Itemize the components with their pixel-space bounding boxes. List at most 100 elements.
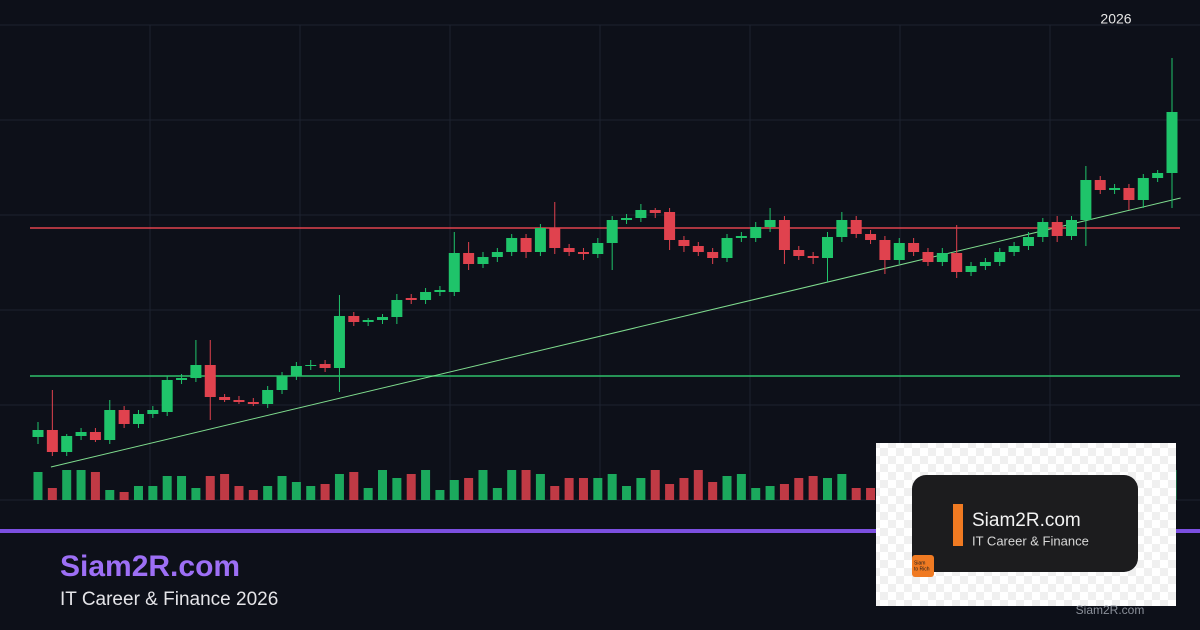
candle-body (936, 253, 948, 262)
volume-bar (177, 476, 187, 500)
candle-body (132, 414, 144, 424)
candle-body (850, 220, 862, 234)
candle-body (391, 300, 403, 317)
volume-bar (162, 476, 172, 500)
watermark: Siam2R.com (1076, 603, 1145, 617)
candle-body (649, 210, 661, 213)
volume-bar (822, 478, 832, 500)
candle-body (664, 212, 676, 240)
volume-bar (119, 492, 129, 500)
candle-body (778, 220, 790, 250)
volume-bar (378, 470, 388, 500)
candle-body (104, 410, 116, 440)
volume-bar (406, 474, 416, 500)
volume-bar (234, 486, 244, 500)
candle-body (1080, 180, 1092, 220)
volume-bar (722, 476, 732, 500)
candle-body (922, 252, 934, 262)
volume-bar (564, 478, 574, 500)
candle-body (204, 365, 216, 397)
logo-subtitle: IT Career & Finance (972, 533, 1089, 548)
volume-bar (665, 484, 675, 500)
volume-bar (708, 482, 718, 500)
volume-bar (492, 488, 502, 500)
candle-body (592, 243, 604, 254)
candle-body (32, 430, 44, 437)
volume-bar (191, 488, 201, 500)
candle-body (721, 238, 733, 258)
candle-body (161, 380, 173, 412)
logo-bar (953, 504, 963, 546)
candle-body (1137, 178, 1149, 200)
candle-body (348, 316, 360, 322)
volume-bar (392, 478, 402, 500)
candle-body (262, 390, 274, 404)
candle-body (965, 266, 977, 272)
candle-body (233, 400, 245, 402)
candle-body (549, 228, 561, 248)
candle-body (807, 256, 819, 258)
candle-body (477, 257, 489, 264)
volume-bar (550, 486, 560, 500)
logo-title: Siam2R.com (972, 510, 1081, 531)
candle-body (1051, 222, 1063, 236)
volume-bar (693, 470, 703, 500)
volume-bar (779, 484, 789, 500)
volume-bar (765, 486, 775, 500)
volume-bar (105, 490, 115, 500)
candle-body (692, 246, 704, 252)
year-label: 2026 (1100, 11, 1131, 27)
volume-bar (205, 476, 215, 500)
candle-body (147, 410, 159, 414)
volume-bar (291, 482, 301, 500)
candle-body (1022, 237, 1034, 246)
candle-body (1152, 173, 1164, 178)
candle-body (448, 253, 460, 292)
volume-bar (837, 474, 847, 500)
candle-body (707, 252, 719, 258)
candle-body (176, 378, 188, 380)
logo-icon-text: to Rich (914, 566, 930, 572)
candle-body (821, 237, 833, 258)
volume-bar (464, 478, 474, 500)
volume-bar (90, 472, 100, 500)
candle-body (735, 236, 747, 238)
candle-body (89, 432, 101, 440)
volume-bar (751, 488, 761, 500)
volume-bar (263, 486, 273, 500)
volume-bar (76, 470, 86, 500)
candle-body (463, 253, 475, 264)
volume-bar (320, 484, 330, 500)
candle-body (362, 320, 374, 322)
candle-body (377, 317, 389, 320)
logo-icon-text: Siam (914, 560, 925, 566)
volume-bar (133, 486, 143, 500)
brand-title: Siam2R.com (60, 550, 240, 583)
volume-bar (736, 474, 746, 500)
logo-icon (912, 555, 934, 577)
candle-body (190, 365, 202, 378)
candle-body (520, 238, 532, 252)
volume-bar (507, 470, 517, 500)
candle-body (635, 210, 647, 218)
candle-body (1066, 220, 1078, 236)
candle-body (893, 243, 905, 260)
volume-bar (349, 472, 359, 500)
volume-bar (794, 478, 804, 500)
trend-line (50, 197, 1181, 468)
candle-body (290, 366, 302, 376)
candle-body (46, 430, 58, 452)
volume-bar (33, 472, 43, 500)
volume-bar (851, 488, 861, 500)
candle-body (491, 252, 503, 257)
candle-body (434, 290, 446, 292)
candle-body (247, 402, 259, 404)
candle-body (879, 240, 891, 260)
candle-body (678, 240, 690, 246)
candle-body (118, 410, 130, 424)
volume-bar (636, 478, 646, 500)
volume-bar (650, 470, 660, 500)
candle-body (333, 316, 345, 368)
